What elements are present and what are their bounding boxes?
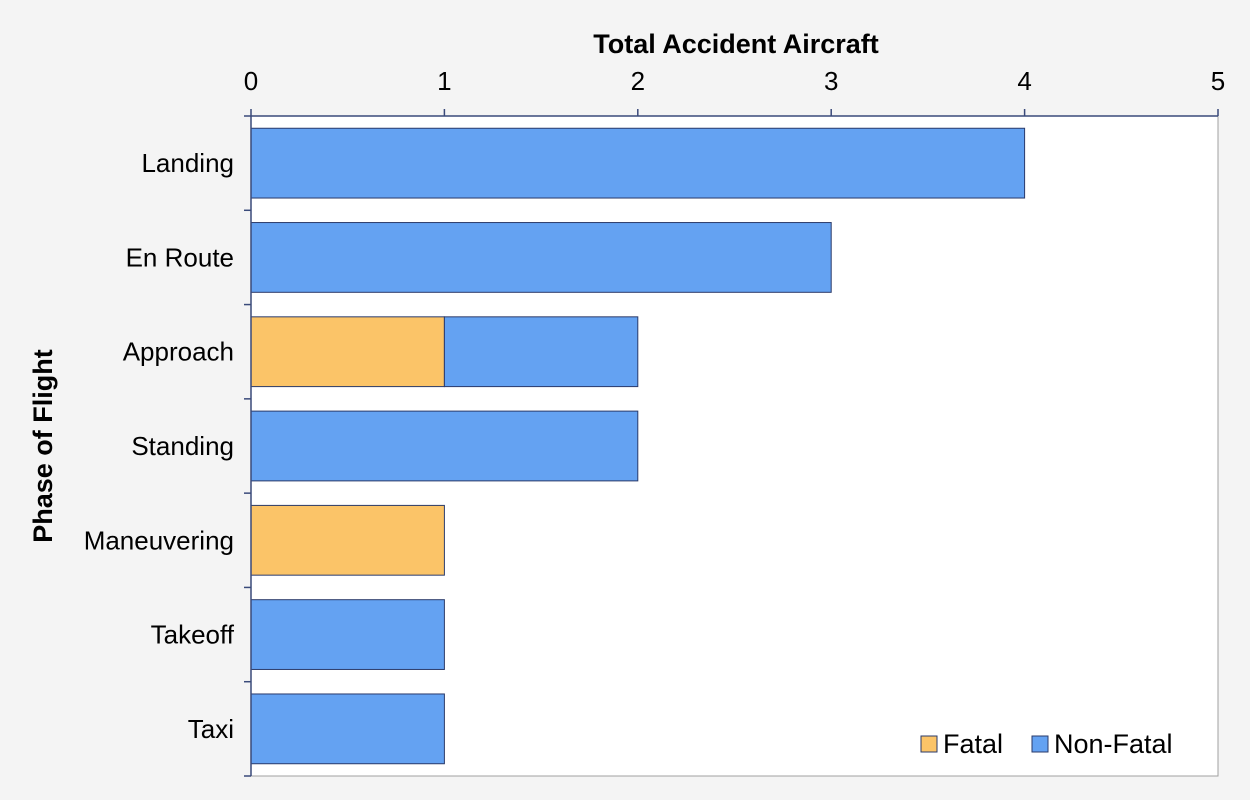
bar-non-fatal [250,222,832,293]
y-axis-title: Phase of Flight [28,349,58,543]
category-label: Standing [131,431,234,461]
x-tick-label: 3 [824,66,838,96]
bar-fatal [250,316,445,388]
legend-swatch [920,735,938,753]
legend-label: Non-Fatal [1054,729,1173,759]
bar-non-fatal [250,410,639,482]
category-label: En Route [126,242,234,272]
category-label: Landing [141,148,234,178]
bar-non-fatal [443,316,639,388]
category-label: Taxi [188,714,234,744]
y-axis-categories: Landing En Route Approach Standing Maneuveri… [84,115,251,777]
bars [250,127,1026,765]
category-label: Approach [123,337,234,367]
category-label: Maneuvering [84,525,234,555]
legend-label: Fatal [943,729,1003,759]
x-tick-label: 2 [631,66,645,96]
x-axis-title: Total Accident Aircraft [593,29,879,59]
x-tick-label: 5 [1211,66,1225,96]
legend-swatch [1031,735,1049,753]
x-tick-label: 0 [244,66,258,96]
x-axis-ticks: 0 1 2 3 4 5 [244,66,1225,116]
category-label: Takeoff [151,620,235,650]
legend: Fatal Non-Fatal [920,729,1173,759]
bar-non-fatal [250,599,445,670]
bar-fatal [250,504,445,576]
bar-non-fatal [250,127,1026,199]
bar-non-fatal [250,693,445,765]
x-tick-label: 1 [437,66,451,96]
x-tick-label: 4 [1017,66,1031,96]
